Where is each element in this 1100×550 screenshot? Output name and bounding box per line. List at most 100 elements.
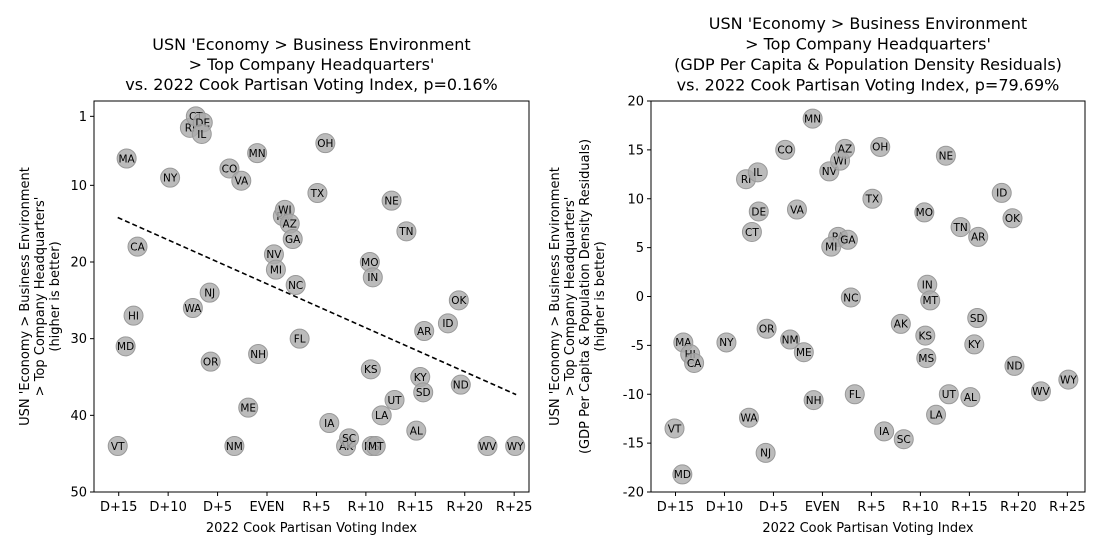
point-wv	[1030, 381, 1051, 402]
point-nj	[199, 282, 220, 303]
point-label-wi: WI	[278, 205, 291, 217]
point-label-ny: NY	[163, 172, 178, 184]
point-nc	[285, 275, 306, 295]
point-label-oh: OH	[872, 142, 888, 154]
point-label-ok: OK	[451, 295, 467, 307]
chart-title-line: USN 'Economy > Business Environment	[709, 14, 1027, 33]
chart-title-line: > Top Company Headquarters'	[189, 55, 435, 74]
point-ga	[837, 229, 858, 250]
y-axis-label-line: USN 'Economy > Business Environment	[18, 167, 33, 426]
point-ak	[890, 313, 911, 334]
chart-title: USN 'Economy > Business Environment > Top…	[125, 35, 497, 94]
x-tick-label: R+25	[1049, 500, 1085, 515]
point-nm	[224, 436, 245, 456]
x-tick-label: R+25	[496, 500, 532, 515]
point-label-vt: VT	[111, 441, 125, 453]
point-ar	[968, 226, 989, 247]
point-label-fl: FL	[849, 389, 861, 401]
point-label-al: AL	[964, 392, 977, 404]
point-label-mn: MN	[249, 148, 266, 160]
point-or	[200, 351, 221, 372]
point-label-md: MD	[674, 469, 691, 481]
point-label-co: CO	[222, 163, 238, 175]
point-label-ok: OK	[1005, 213, 1021, 225]
point-label-va: VA	[234, 176, 249, 188]
point-co	[219, 158, 240, 179]
point-in	[362, 267, 383, 288]
point-label-sc: SC	[897, 434, 911, 446]
point-sc	[339, 428, 360, 449]
point-ma	[116, 148, 137, 169]
point-fl	[844, 384, 865, 405]
point-nh	[803, 390, 824, 411]
point-label-tn: TN	[952, 222, 967, 234]
point-mt	[920, 290, 941, 311]
point-label-ut: UT	[942, 389, 957, 401]
point-ia	[319, 413, 340, 433]
y-axis-label-line: (higher is better)	[593, 241, 608, 351]
x-tick-label: R+15	[397, 500, 433, 515]
y-axis-label: USN 'Economy > Business Environment> Top…	[18, 167, 63, 426]
point-label-ne: NE	[939, 151, 954, 163]
point-label-nd: ND	[453, 379, 469, 391]
point-ks	[360, 359, 381, 380]
point-id	[437, 313, 458, 334]
point-label-ca: CA	[130, 241, 145, 253]
point-label-wy: WY	[1060, 374, 1077, 386]
x-tick-label: D+10	[149, 500, 186, 515]
point-label-ky: KY	[968, 339, 982, 351]
trendline	[117, 216, 517, 396]
point-label-sc: SC	[342, 433, 356, 445]
point-label-wv: WV	[1032, 386, 1050, 398]
point-al	[960, 387, 981, 408]
x-tick-label: R+15	[951, 500, 987, 515]
y-tick-label: 20	[627, 95, 644, 110]
chart-title-line: (GDP Per Capita & Population Density Res…	[674, 55, 1062, 74]
point-or	[756, 318, 777, 339]
point-label-md: MD	[117, 341, 134, 353]
x-tick-label: R+20	[1000, 500, 1036, 515]
x-tick-label: R+20	[447, 500, 483, 515]
point-vt	[107, 436, 128, 456]
point-ne	[381, 190, 402, 211]
point-az	[834, 138, 855, 159]
y-tick-label: 15	[627, 143, 644, 158]
y-tick-label: -20	[623, 486, 644, 501]
point-label-or: OR	[759, 324, 775, 336]
point-id	[991, 182, 1012, 203]
point-label-ne: NE	[384, 195, 399, 207]
point-label-ny: NY	[719, 337, 734, 349]
point-label-or: OR	[203, 356, 219, 368]
point-label-ia: IA	[324, 418, 335, 430]
point-hi	[123, 305, 144, 326]
point-label-nc: NC	[288, 280, 303, 292]
point-va	[231, 170, 252, 191]
point-ut	[938, 384, 959, 405]
point-ct	[741, 221, 762, 242]
point-ky	[964, 334, 985, 355]
x-tick-label: EVEN	[249, 500, 284, 515]
point-label-mn: MN	[804, 113, 821, 125]
point-label-me: ME	[240, 402, 256, 414]
point-label-de: DE	[195, 117, 210, 129]
point-label-wa: WA	[740, 413, 758, 425]
point-label-al: AL	[410, 425, 423, 437]
point-label-tn: TN	[398, 226, 413, 238]
point-label-mo: MO	[916, 207, 933, 219]
point-ms	[916, 348, 937, 369]
point-co	[775, 139, 796, 160]
point-oh	[315, 133, 336, 154]
x-tick-label: D+15	[100, 500, 137, 515]
point-label-ks: KS	[364, 364, 378, 376]
point-ok	[448, 290, 469, 311]
point-wy	[505, 436, 526, 456]
point-sd	[967, 308, 988, 329]
point-ga	[282, 229, 303, 249]
y-axis-label-line: (GDP Per Capita & Population Density Res…	[578, 139, 593, 454]
point-ca	[127, 236, 148, 257]
point-label-nm: NM	[782, 334, 799, 346]
point-label-vt: VT	[668, 423, 682, 435]
point-label-ar: AR	[971, 232, 985, 244]
point-label-nc: NC	[843, 292, 858, 304]
point-al	[406, 420, 427, 441]
